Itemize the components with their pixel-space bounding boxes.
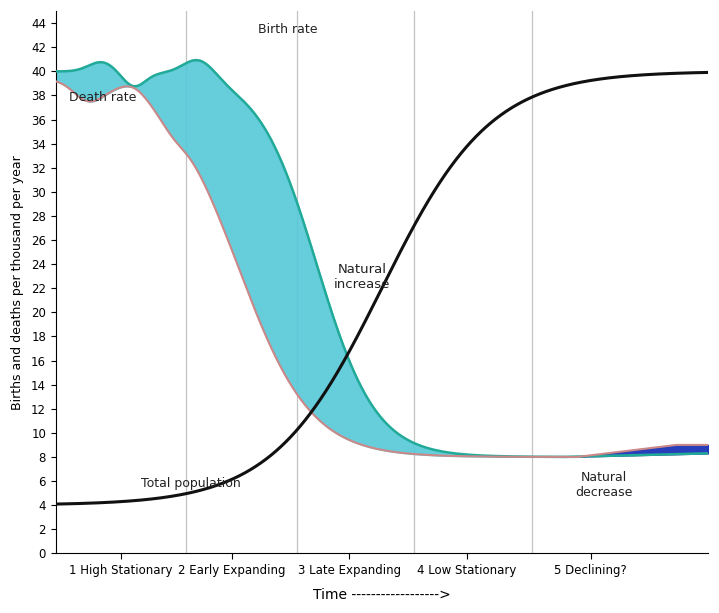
X-axis label: Time ------------------>: Time ------------------> — [313, 588, 451, 602]
Text: Natural
increase: Natural increase — [334, 263, 390, 291]
Text: Death rate: Death rate — [69, 91, 136, 104]
Text: Natural
decrease: Natural decrease — [575, 471, 632, 498]
Text: Total population: Total population — [140, 477, 240, 490]
Y-axis label: Births and deaths per thousand per year: Births and deaths per thousand per year — [11, 155, 24, 409]
Text: Birth rate: Birth rate — [258, 23, 317, 36]
